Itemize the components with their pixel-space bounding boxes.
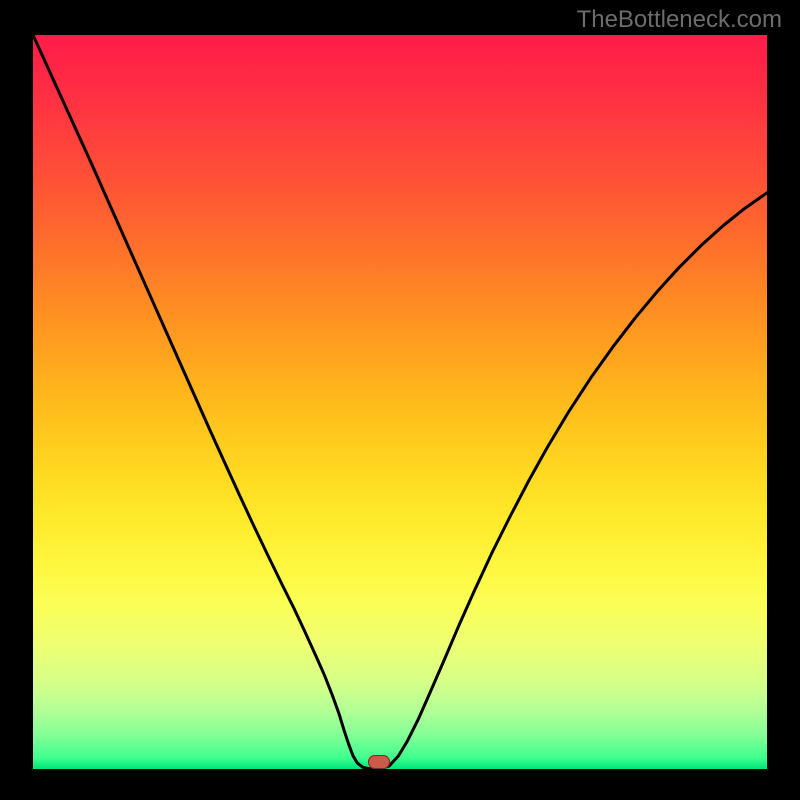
optimum-marker [368,755,390,769]
plot-area [33,35,767,769]
chart-stage: TheBottleneck.com [0,0,800,800]
bottleneck-curve [33,35,767,769]
watermark-text: TheBottleneck.com [577,6,782,34]
